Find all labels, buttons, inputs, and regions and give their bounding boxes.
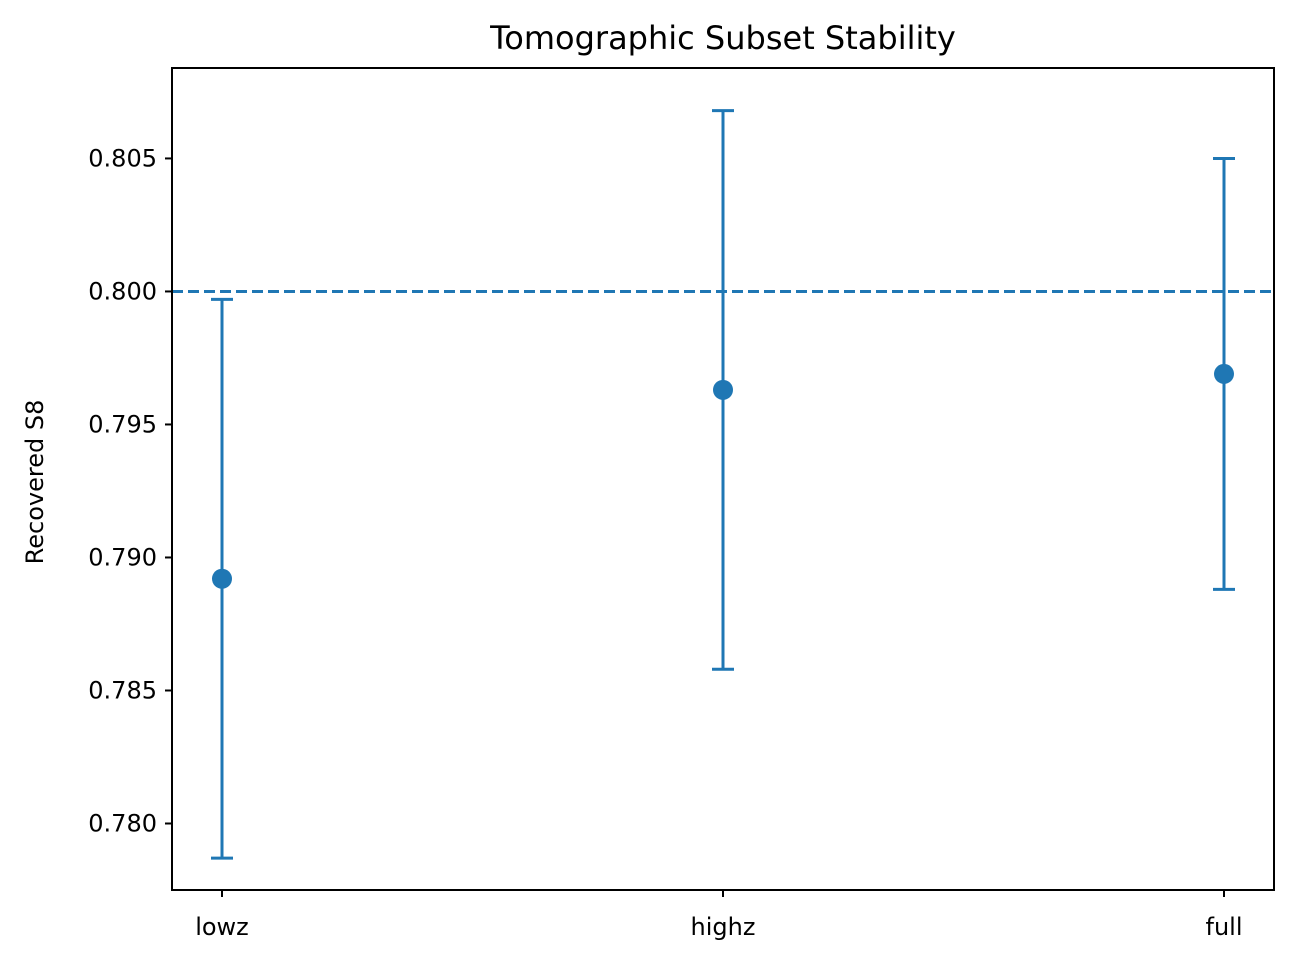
data-point: [212, 568, 232, 589]
y-tick-label: 0.780: [88, 809, 157, 837]
data-point: [713, 379, 733, 400]
plot-area: [172, 109, 1274, 860]
data-point: [1214, 363, 1234, 384]
x-tick-label: lowz: [195, 913, 249, 941]
plot-frame: [171, 67, 1275, 891]
chart-title: Tomographic Subset Stability: [489, 19, 956, 57]
y-tick-label: 0.800: [88, 277, 157, 305]
y-axis-label: Recovered S8: [21, 400, 49, 565]
x-tick-label: highz: [691, 913, 756, 941]
y-tick-label: 0.790: [88, 543, 157, 571]
x-tick-label: full: [1206, 913, 1243, 941]
y-tick-label: 0.795: [88, 410, 157, 438]
y-tick-label: 0.785: [88, 676, 157, 704]
y-tick-label: 0.805: [88, 144, 157, 172]
